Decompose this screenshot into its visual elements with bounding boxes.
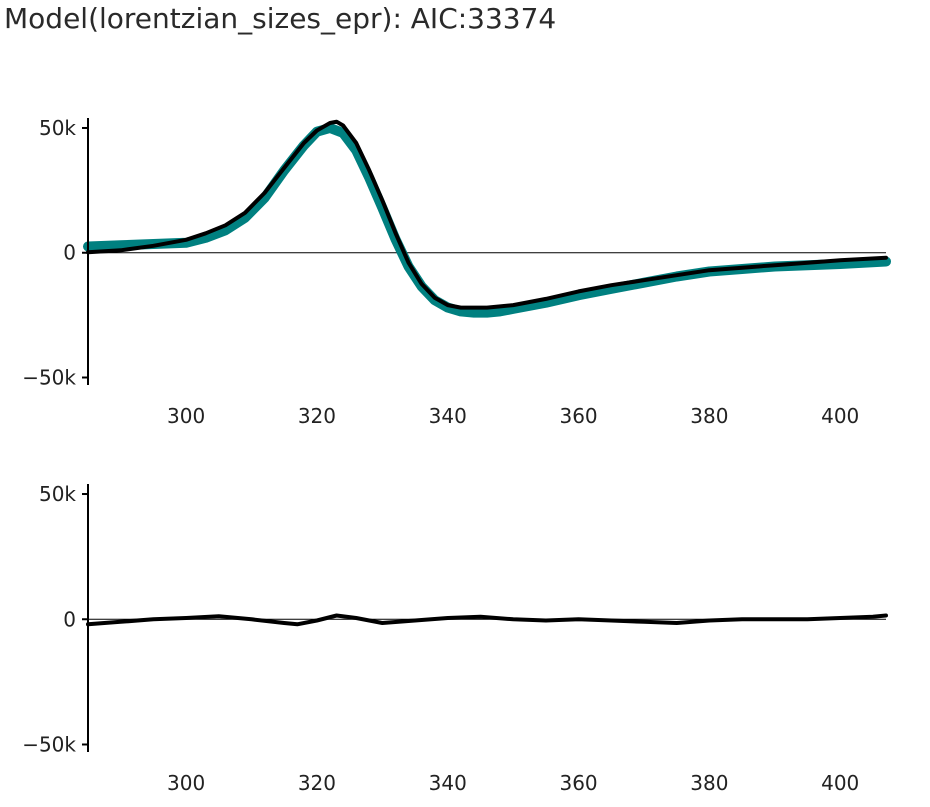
chart-panel-bottom: 50k 0 −50k 300 320 340 360 380 400 [22,482,888,795]
x-tick-label: 320 [298,771,336,795]
y-tick-label: 50k [39,482,76,506]
series-line-residual [86,613,888,627]
chart-panel-top: 50k 0 −50k 300 320 340 360 380 400 [22,116,891,428]
series-line-model [86,119,888,310]
x-tick-label: 340 [429,404,467,428]
y-tick-label: 0 [63,607,76,631]
x-tick-label: 300 [167,771,205,795]
x-tick-label: 400 [821,404,859,428]
x-tick-label: 360 [559,404,597,428]
page-title: Model(lorentzian_sizes_epr): AIC:33374 [4,2,557,35]
y-tick-label: 0 [63,241,76,265]
series-line-data [83,123,891,318]
y-tick-label: 50k [39,116,76,140]
x-tick-label: 360 [559,771,597,795]
x-tick-label: 320 [298,404,336,428]
y-tick-label: −50k [22,366,76,390]
x-tick-label: 340 [429,771,467,795]
x-tick-label: 400 [821,771,859,795]
x-tick-label: 300 [167,404,205,428]
x-tick-label: 380 [690,771,728,795]
x-tick-label: 380 [690,404,728,428]
y-tick-label: −50k [22,732,76,756]
